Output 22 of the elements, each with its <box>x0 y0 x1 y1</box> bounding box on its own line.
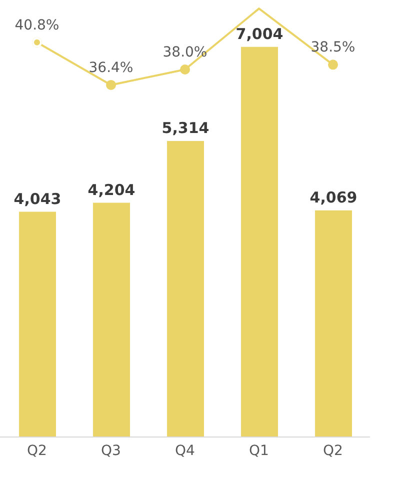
data-label: 36.4% <box>88 60 134 76</box>
bar <box>19 212 56 437</box>
x-tick-label: Q3 <box>101 442 121 459</box>
x-tick-label: Q1 <box>249 442 269 459</box>
bar <box>241 46 278 437</box>
point <box>180 64 190 74</box>
bar <box>167 140 204 437</box>
bar <box>93 202 130 437</box>
data-label: 4,204 <box>88 180 136 199</box>
x-tick-label: Q2 <box>27 442 47 459</box>
data-label: 4,069 <box>310 188 358 206</box>
x-tick-label: Q4 <box>175 442 196 459</box>
data-label: 5,314 <box>162 118 210 137</box>
data-label: 7,004 <box>236 24 284 43</box>
data-label: 40.8% <box>14 17 60 34</box>
data-label: 38.0% <box>162 44 208 60</box>
point <box>106 80 116 90</box>
data-label: 38.5% <box>310 40 356 56</box>
point <box>328 60 338 70</box>
x-tick-label: Q2 <box>323 442 343 459</box>
bar <box>315 210 352 437</box>
data-label: 4,043 <box>14 190 62 208</box>
